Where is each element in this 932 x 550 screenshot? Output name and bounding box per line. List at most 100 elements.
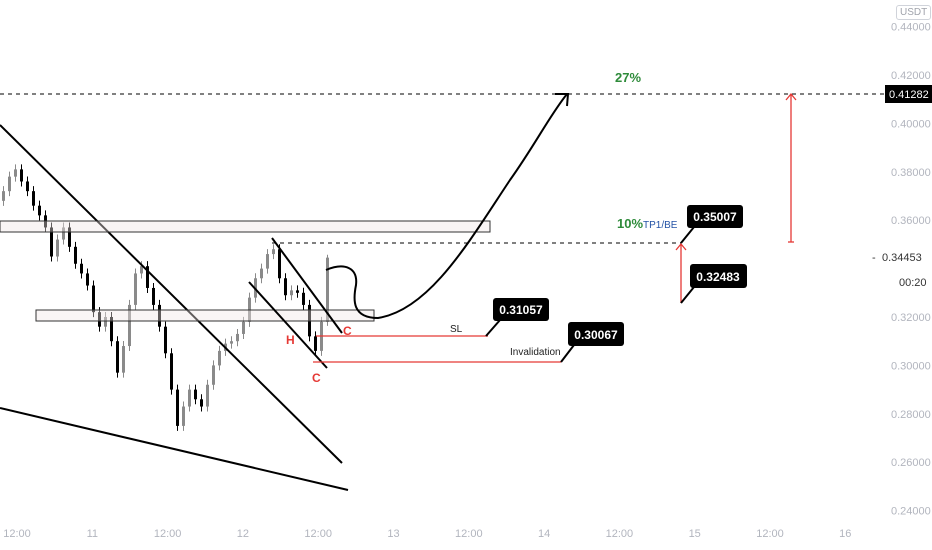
candle xyxy=(284,278,287,296)
pattern-c-label: C xyxy=(343,324,352,338)
pattern-c-label: C xyxy=(312,371,321,385)
candle xyxy=(134,273,137,305)
support-zone[interactable] xyxy=(35,309,375,322)
candle xyxy=(110,317,113,342)
price-tick-label: 0.28000 xyxy=(891,409,931,421)
time-tick-label: 16 xyxy=(839,528,851,540)
price-tick-label: 0.44000 xyxy=(891,22,931,34)
time-tick-label: 11 xyxy=(87,528,98,540)
countdown-label: 00:20 xyxy=(899,277,927,289)
time-tick-label: 12:00 xyxy=(756,528,784,540)
flag-upper-line[interactable] xyxy=(271,237,343,334)
candle xyxy=(152,287,155,305)
currency-badge[interactable]: USDT xyxy=(896,5,932,20)
callout-entry[interactable]: 0.32483 xyxy=(680,264,747,304)
price-tick-label: 0.32000 xyxy=(891,312,931,324)
candle xyxy=(290,290,293,296)
target-price-marker: 0.41282 xyxy=(885,85,932,103)
candle xyxy=(278,249,281,279)
candle xyxy=(170,353,173,390)
time-tick-label: 14 xyxy=(538,528,550,540)
candle xyxy=(122,346,125,373)
tp1-label: TP1/BE xyxy=(643,220,678,231)
candle xyxy=(158,304,161,327)
resistance-zone[interactable] xyxy=(0,220,491,233)
time-tick-label: 12:00 xyxy=(455,528,483,540)
candle xyxy=(146,266,149,288)
tp1-pct: 10% xyxy=(617,216,643,231)
callout-sl[interactable]: 0.31057 xyxy=(485,298,549,337)
target-arrowhead-icon xyxy=(785,92,797,101)
candle xyxy=(188,389,191,407)
support-trendline[interactable] xyxy=(0,407,349,491)
candle xyxy=(266,254,269,269)
candle xyxy=(272,249,275,255)
tp1-arrowhead-icon xyxy=(675,242,687,251)
time-axis[interactable]: 12:00 11 12:00 12 12:00 13 12:00 14 12:00 15 12:00… xyxy=(3,528,851,540)
price-tick-label: 0.30000 xyxy=(891,360,931,372)
candle xyxy=(68,227,71,247)
candle xyxy=(296,290,299,293)
candle xyxy=(230,341,233,344)
candle xyxy=(98,312,101,327)
candle xyxy=(56,239,59,257)
candle xyxy=(212,365,215,385)
time-tick-label: 12 xyxy=(237,528,249,540)
time-tick-label: 12:00 xyxy=(606,528,634,540)
callout-sl-text: 0.31057 xyxy=(499,303,543,317)
invalidation-label: Invalidation xyxy=(510,347,561,358)
callout-invalidation-text: 0.30067 xyxy=(574,328,618,342)
candle xyxy=(38,205,41,216)
projection-path[interactable] xyxy=(325,93,568,320)
candle xyxy=(14,169,17,177)
price-tick-label: 0.24000 xyxy=(891,506,931,518)
current-price-label: 0.34453 xyxy=(882,252,922,264)
candle xyxy=(128,304,131,347)
candle xyxy=(182,406,185,426)
candle xyxy=(200,399,203,407)
projection-arrowhead-icon xyxy=(555,93,570,107)
candle xyxy=(26,181,29,192)
candle xyxy=(260,268,263,279)
price-tick-label: 0.42000 xyxy=(891,70,931,82)
candle xyxy=(62,227,65,240)
candle xyxy=(80,263,83,274)
target-pct: 27% xyxy=(615,70,641,85)
flag-lower-line[interactable] xyxy=(248,281,328,369)
candle xyxy=(116,341,119,373)
price-tick-label: 0.36000 xyxy=(891,215,931,227)
candle xyxy=(236,333,239,342)
candle xyxy=(92,285,95,313)
price-tick-label: 0.40000 xyxy=(891,118,931,130)
candle xyxy=(2,191,5,201)
candle xyxy=(74,246,77,264)
candle xyxy=(50,227,53,257)
callout-invalidation[interactable]: 0.30067 xyxy=(560,322,624,363)
callout-tp1-text: 0.35007 xyxy=(693,210,737,224)
time-tick-label: 15 xyxy=(689,528,701,540)
candle xyxy=(140,266,143,274)
candle xyxy=(104,317,107,327)
candle xyxy=(314,336,317,351)
pattern-h-label: H xyxy=(286,333,295,347)
time-tick-label: 12:00 xyxy=(154,528,182,540)
current-price-dash: - xyxy=(872,252,876,264)
candle xyxy=(194,389,197,400)
candle xyxy=(218,350,221,366)
downtrend-line[interactable] xyxy=(0,124,343,464)
candle xyxy=(302,292,305,305)
candle xyxy=(164,326,167,354)
target-price-label: 0.41282 xyxy=(889,89,929,101)
candle xyxy=(206,384,209,407)
candle xyxy=(8,176,11,192)
price-tick-label: 0.26000 xyxy=(891,457,931,469)
time-tick-label: 12:00 xyxy=(3,528,31,540)
callout-tp1[interactable]: 0.35007 xyxy=(680,205,743,244)
candle xyxy=(86,273,89,286)
candle xyxy=(176,389,179,426)
candle xyxy=(32,191,35,206)
price-tick-label: 0.38000 xyxy=(891,167,931,179)
time-tick-label: 12:00 xyxy=(304,528,332,540)
price-axis[interactable]: 0.44000 0.42000 0.40000 0.38000 0.36000 0.320… xyxy=(891,22,931,518)
